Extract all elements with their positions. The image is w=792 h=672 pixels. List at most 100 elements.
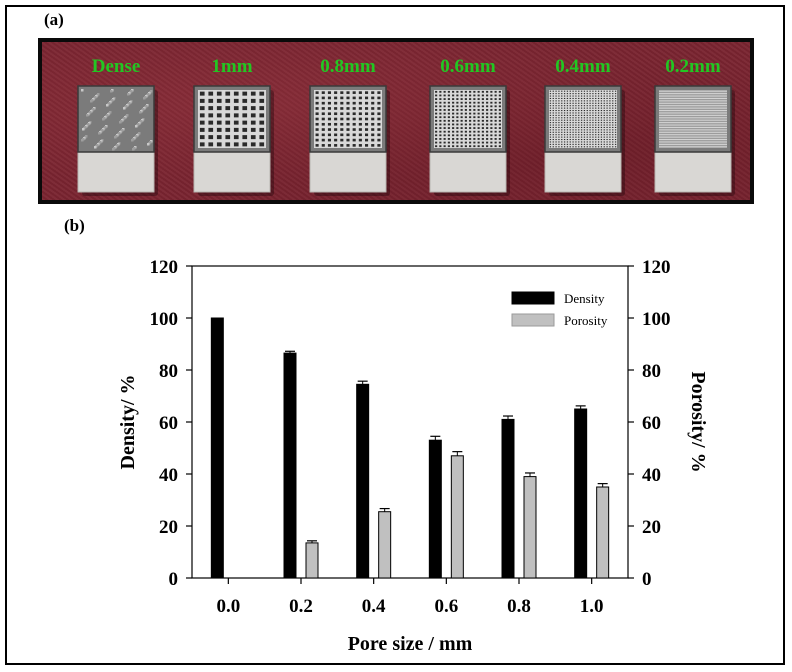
pore-hole: [707, 116, 709, 117]
pore-hole: [689, 100, 691, 102]
pore-hole: [671, 109, 673, 111]
pore-hole: [371, 122, 375, 126]
pore-hole: [695, 104, 697, 105]
pore-hole: [721, 95, 723, 97]
pore-hole: [683, 97, 685, 99]
pore-hole: [707, 93, 709, 95]
sample-photo: Dense 1mm 0.8mm 0.6mm 0.4mm 0.2mm: [38, 38, 754, 204]
pore-hole: [687, 129, 689, 131]
pore-hole: [719, 110, 721, 112]
pore-hole: [464, 101, 467, 104]
pore-hole: [460, 127, 463, 129]
pore-hole: [675, 98, 677, 100]
pore-hole: [719, 122, 721, 124]
pore-hole: [663, 122, 665, 124]
pore-hole: [707, 117, 709, 119]
pore-hole: [695, 95, 697, 97]
pore-hole: [695, 129, 697, 131]
pore-hole: [725, 104, 727, 105]
pore-hole: [481, 127, 484, 129]
pore-hole: [695, 109, 697, 111]
pore-hole: [709, 92, 711, 93]
pore-hole: [715, 126, 717, 128]
pore-hole: [669, 92, 671, 93]
pore-hole: [435, 127, 438, 129]
pore-hole: [719, 119, 721, 121]
pore-hole: [609, 126, 611, 129]
pore-hole: [569, 100, 571, 102]
pore-hole: [681, 141, 683, 143]
pore-hole: [494, 127, 497, 129]
pore-hole: [575, 90, 577, 92]
pore-hole: [703, 131, 705, 133]
pore-hole: [606, 119, 608, 121]
pore-hole: [711, 112, 713, 114]
pore-hole: [667, 107, 669, 109]
pore-hole: [717, 119, 719, 121]
pore-hole: [699, 131, 701, 133]
pore-hole: [707, 134, 709, 136]
pore-hole: [685, 127, 687, 129]
pore-hole: [259, 127, 265, 132]
pore-hole: [447, 119, 450, 122]
pore-hole: [709, 100, 711, 102]
pore-hole: [665, 133, 667, 134]
pore-hole: [486, 112, 489, 115]
pore-hole: [578, 90, 580, 92]
pore-hole: [719, 136, 721, 138]
pore-hole: [259, 91, 265, 96]
pore-hole: [609, 97, 611, 100]
pore-hole: [597, 141, 600, 143]
pore-hole: [671, 127, 673, 129]
pore-hole: [346, 96, 350, 100]
pore-hole: [683, 126, 685, 128]
pore-hole: [661, 139, 663, 141]
pore-hole: [711, 138, 713, 140]
pore-hole: [586, 134, 588, 136]
pore-hole: [671, 117, 673, 119]
pore-hole: [673, 119, 675, 121]
pore-hole: [592, 138, 594, 141]
pore-hole: [683, 110, 685, 112]
pore-hole: [259, 135, 265, 140]
pore-hole: [481, 145, 484, 148]
pore-hole: [555, 134, 557, 136]
pore-hole: [683, 102, 685, 104]
pore-hole: [701, 126, 703, 128]
pore-hole: [606, 102, 608, 104]
pore-hole: [327, 107, 331, 110]
pore-hole: [443, 127, 446, 129]
pore-hole: [595, 119, 597, 121]
pore-hole: [691, 136, 693, 138]
y-tick-label-left: 80: [159, 361, 178, 382]
pore-hole: [707, 92, 709, 93]
pore-hole: [687, 97, 689, 99]
pore-hole: [685, 104, 687, 105]
pore-hole: [701, 121, 703, 122]
pore-hole: [435, 98, 438, 100]
pore-hole: [597, 146, 600, 148]
pore-hole: [677, 104, 679, 105]
pore-hole: [216, 91, 222, 96]
pore-hole: [477, 112, 480, 115]
pore-hole: [549, 143, 552, 145]
pore-hole: [675, 126, 677, 128]
pore-hole: [600, 93, 603, 95]
pore-hole: [695, 110, 697, 112]
pore-hole: [558, 119, 560, 121]
pore-hole: [614, 105, 617, 107]
pore-hole: [689, 114, 691, 116]
pore-hole: [669, 105, 671, 107]
pore-hole: [671, 141, 673, 143]
pore-hole: [697, 114, 699, 116]
pore-hole: [717, 122, 719, 124]
pore-hole: [566, 109, 569, 112]
pore-hole: [494, 141, 497, 144]
pore-hole: [606, 124, 608, 126]
pore-hole: [703, 116, 705, 117]
pore-hole: [597, 134, 600, 136]
pore-hole: [689, 93, 691, 95]
pore-hole: [717, 114, 719, 116]
pore-hole: [721, 145, 723, 146]
pore-hole: [687, 143, 689, 145]
